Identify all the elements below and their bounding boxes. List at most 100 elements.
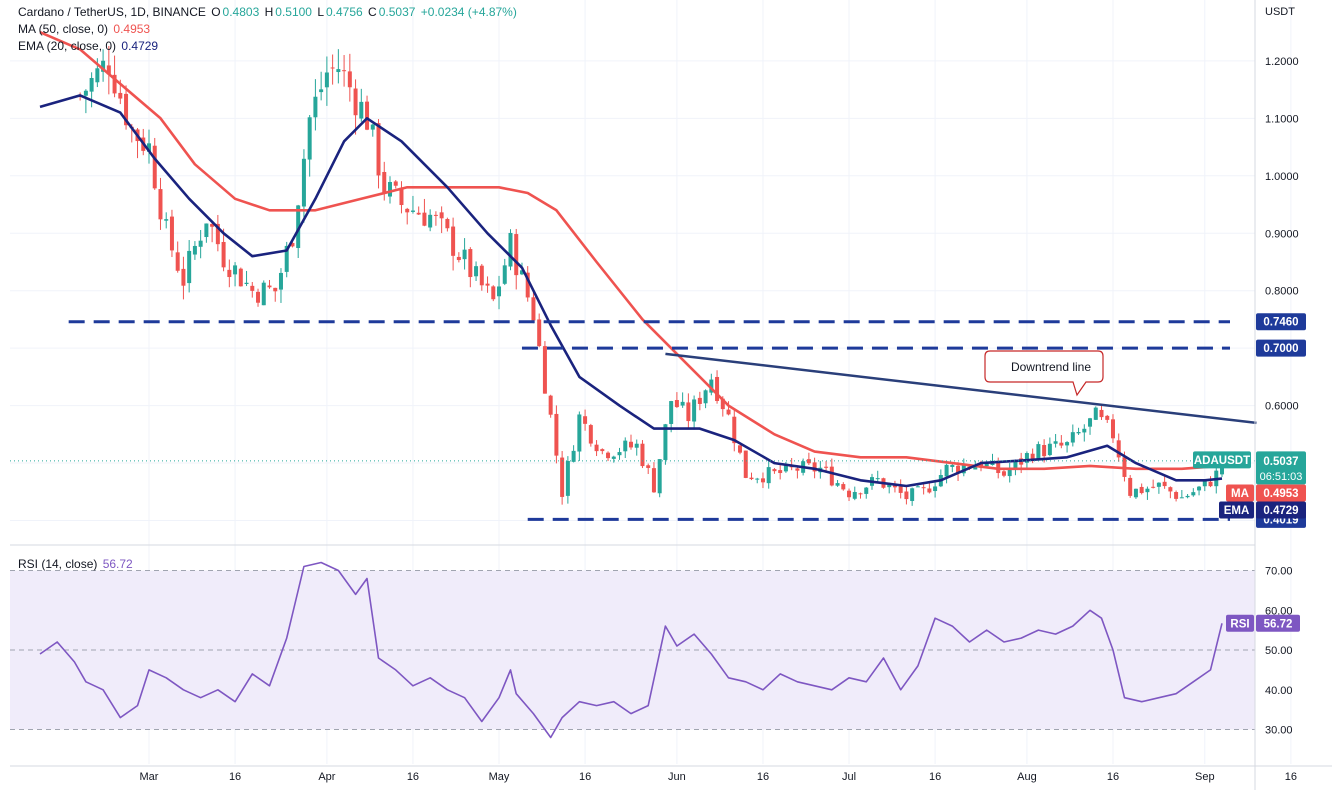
candle[interactable]	[806, 452, 811, 466]
candle[interactable]	[359, 88, 364, 122]
level-price-tag[interactable]: 0.7460	[1256, 313, 1306, 331]
candle[interactable]	[410, 195, 415, 214]
candle[interactable]	[795, 465, 800, 479]
candle[interactable]	[387, 176, 392, 204]
candle[interactable]	[938, 469, 943, 488]
candle[interactable]	[738, 445, 743, 455]
candle[interactable]	[1179, 489, 1184, 499]
candle[interactable]	[1076, 427, 1081, 435]
candle[interactable]	[1191, 488, 1196, 497]
candle[interactable]	[468, 247, 473, 288]
candle[interactable]	[858, 492, 863, 499]
candle[interactable]	[1116, 433, 1121, 462]
candle[interactable]	[703, 389, 708, 409]
candle[interactable]	[1202, 480, 1207, 492]
candle[interactable]	[571, 445, 576, 463]
candle[interactable]	[1208, 476, 1213, 488]
candle[interactable]	[83, 89, 88, 114]
candle[interactable]	[766, 459, 771, 489]
downtrend-line[interactable]	[665, 352, 1257, 425]
candle[interactable]	[565, 456, 570, 504]
level-price-tag[interactable]: 0.7000	[1256, 339, 1306, 357]
candle[interactable]	[451, 217, 456, 271]
candle[interactable]	[835, 480, 840, 487]
candle[interactable]	[606, 451, 611, 462]
ema-legend[interactable]: EMA (20, close, 0) 0.4729	[18, 39, 160, 53]
candle[interactable]	[365, 95, 370, 131]
candle[interactable]	[187, 240, 192, 293]
candle[interactable]	[898, 479, 903, 499]
candle[interactable]	[1110, 414, 1115, 443]
candle[interactable]	[692, 395, 697, 430]
ema-value-tag[interactable]: 0.4729	[1256, 501, 1306, 519]
candle[interactable]	[399, 181, 404, 214]
candle[interactable]	[944, 463, 949, 484]
candle[interactable]	[646, 463, 651, 475]
candle[interactable]	[393, 180, 398, 189]
candle[interactable]	[221, 228, 226, 272]
candle[interactable]	[479, 263, 484, 291]
candle[interactable]	[1047, 437, 1052, 457]
candle[interactable]	[904, 485, 909, 505]
ma-tag[interactable]: MA	[1226, 484, 1254, 502]
candle[interactable]	[732, 409, 737, 452]
candle[interactable]	[210, 222, 215, 243]
candle[interactable]	[611, 455, 616, 463]
rsi-legend[interactable]: RSI (14, close) 56.72	[18, 557, 135, 571]
candle[interactable]	[106, 45, 111, 95]
candle[interactable]	[663, 423, 668, 465]
symbol-legend[interactable]: Cardano / TetherUS, 1D, BINANCE O 0.4803 …	[18, 5, 519, 19]
candle[interactable]	[1139, 483, 1144, 495]
candle[interactable]	[1151, 479, 1156, 489]
candle[interactable]	[577, 411, 582, 462]
candle[interactable]	[330, 54, 335, 85]
candle[interactable]	[1001, 469, 1006, 478]
candle[interactable]	[147, 129, 151, 164]
candle[interactable]	[778, 465, 783, 480]
candle[interactable]	[301, 149, 306, 223]
candle[interactable]	[1197, 485, 1202, 496]
candle[interactable]	[749, 472, 754, 481]
ma-legend[interactable]: MA (50, close, 0) 0.4953	[18, 22, 152, 36]
candle[interactable]	[158, 177, 163, 230]
candle[interactable]	[623, 437, 628, 459]
candle[interactable]	[1099, 405, 1104, 420]
candle[interactable]	[324, 56, 329, 106]
candle[interactable]	[278, 268, 283, 303]
candle[interactable]	[1070, 424, 1075, 447]
candle[interactable]	[594, 440, 599, 457]
candle[interactable]	[1128, 475, 1133, 498]
candle[interactable]	[152, 137, 157, 190]
candle[interactable]	[560, 451, 565, 505]
ma-value-tag[interactable]: 0.4953	[1256, 484, 1306, 502]
rsi-tag[interactable]: RSI	[1226, 614, 1254, 632]
candle[interactable]	[244, 270, 249, 287]
candle[interactable]	[439, 206, 444, 234]
candle[interactable]	[910, 487, 915, 506]
candle[interactable]	[841, 482, 846, 491]
candle[interactable]	[772, 468, 777, 474]
candle[interactable]	[1007, 463, 1012, 483]
candle[interactable]	[112, 55, 117, 98]
candle[interactable]	[1082, 424, 1087, 442]
candle[interactable]	[990, 453, 995, 466]
candle[interactable]	[674, 392, 679, 408]
candle[interactable]	[462, 238, 467, 270]
downtrend-callout[interactable]: Downtrend line	[984, 350, 1104, 397]
candle[interactable]	[382, 161, 387, 201]
candle[interactable]	[405, 207, 410, 225]
candle[interactable]	[267, 279, 272, 289]
candle[interactable]	[1088, 417, 1093, 435]
candle[interactable]	[502, 258, 507, 286]
last-price-tag[interactable]: 0.5037 06:51:03	[1256, 451, 1306, 485]
rsi-value-tag[interactable]: 56.72	[1256, 614, 1300, 632]
candle[interactable]	[657, 459, 662, 498]
candle[interactable]	[537, 313, 542, 348]
candle[interactable]	[261, 280, 266, 306]
candle[interactable]	[525, 266, 530, 302]
candle[interactable]	[215, 214, 220, 252]
candle[interactable]	[548, 394, 553, 418]
candle[interactable]	[927, 482, 932, 494]
candle[interactable]	[1156, 482, 1161, 494]
